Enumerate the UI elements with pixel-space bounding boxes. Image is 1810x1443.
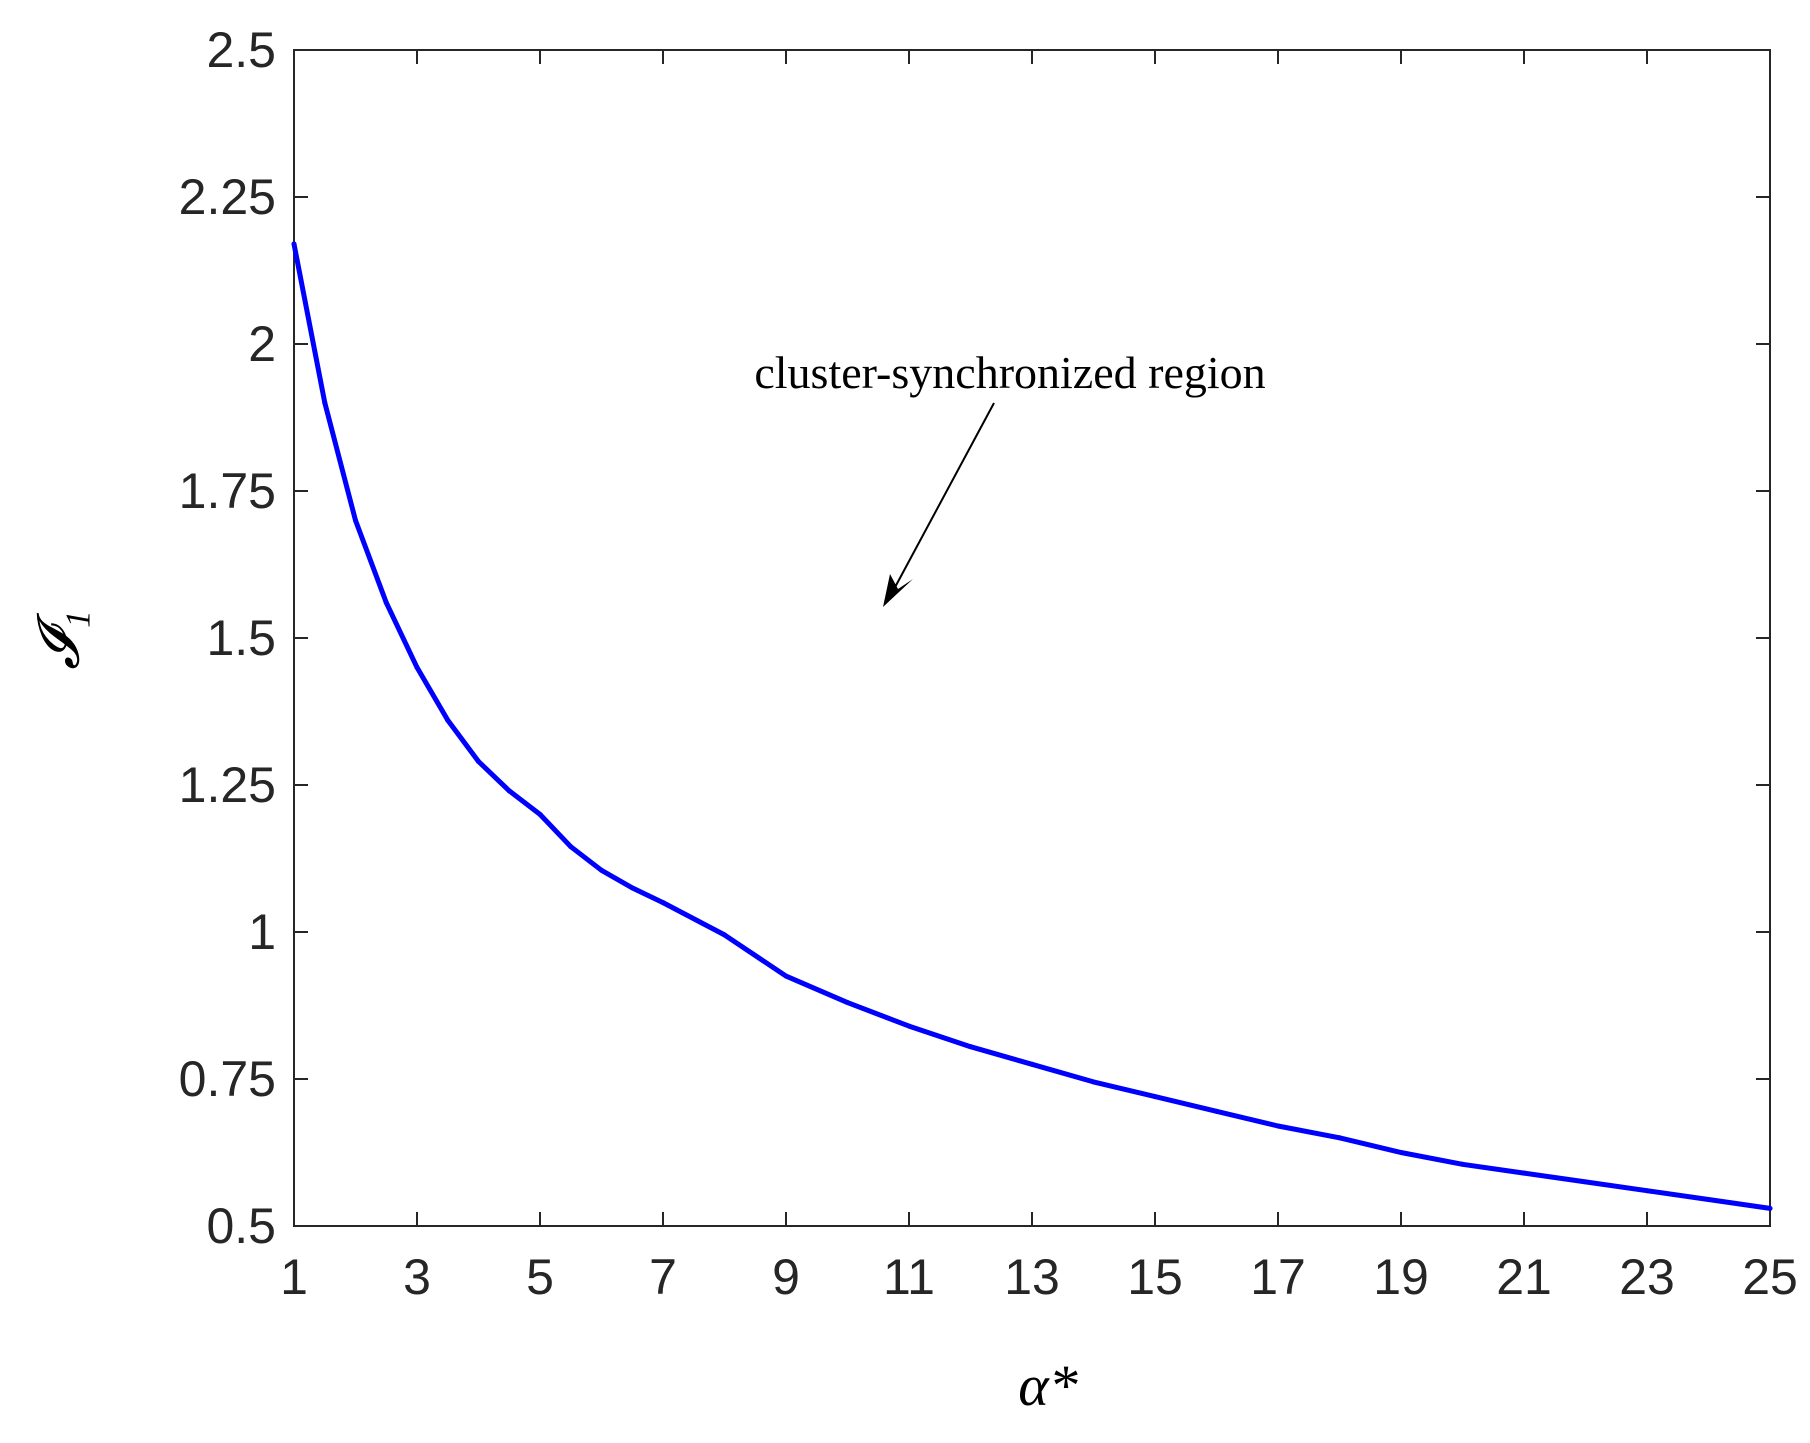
x-tick-label: 21 xyxy=(1496,1249,1552,1305)
series-point xyxy=(1398,1150,1404,1155)
x-axis: 1 3 5 7 9 11 13 15 17 19 21 23 25 xyxy=(280,50,1798,1305)
plot-area xyxy=(293,49,1771,1227)
x-tick-label: 7 xyxy=(649,1249,677,1305)
y-tick-label: 2 xyxy=(248,316,276,372)
annotation-arrow-head xyxy=(883,574,913,607)
annotation-arrow-shaft xyxy=(892,402,995,592)
series-point xyxy=(629,885,635,891)
series-point xyxy=(722,932,727,938)
series-point xyxy=(383,600,389,606)
series-point xyxy=(1029,1061,1035,1067)
series-point xyxy=(660,900,666,906)
series-point xyxy=(291,241,297,247)
series-point xyxy=(568,844,574,850)
series-point xyxy=(1337,1135,1342,1141)
x-tick-label: 17 xyxy=(1250,1249,1306,1305)
annotation: cluster-synchronized region xyxy=(754,347,1266,607)
series-point xyxy=(599,867,604,873)
series-point xyxy=(537,811,543,817)
y-tick-label: 1.25 xyxy=(179,757,276,813)
y-tick-label: 1 xyxy=(248,904,276,960)
x-tick-label: 23 xyxy=(1619,1249,1675,1305)
series-point xyxy=(353,517,358,523)
series-point xyxy=(1706,1197,1711,1203)
y-tick-label: 1.75 xyxy=(179,463,276,519)
x-tick-label: 19 xyxy=(1373,1249,1429,1305)
y-axis: 0.5 0.75 1 1.25 1.5 1.75 2 2.25 2.5 xyxy=(179,22,1770,1254)
series-point xyxy=(845,1000,850,1006)
y-tick-label: 0.75 xyxy=(179,1051,276,1107)
x-tick-label: 11 xyxy=(883,1249,935,1305)
series-point xyxy=(414,664,420,670)
x-axis-label: α* xyxy=(1018,1353,1077,1418)
series-point xyxy=(1091,1079,1096,1085)
x-tick-label: 25 xyxy=(1742,1249,1798,1305)
series-point xyxy=(1767,1205,1773,1211)
x-tick-label: 13 xyxy=(1004,1249,1060,1305)
y-axis-label: 𝓘₁ xyxy=(26,610,91,669)
series-point xyxy=(906,1023,912,1029)
x-tick-label: 1 xyxy=(280,1249,308,1305)
x-tick-label: 15 xyxy=(1127,1249,1183,1305)
x-tick-label: 3 xyxy=(403,1249,431,1305)
series-point xyxy=(1214,1108,1219,1114)
annotation-text: cluster-synchronized region xyxy=(754,347,1265,398)
y-tick-label: 0.5 xyxy=(206,1198,276,1254)
series-point xyxy=(968,1044,973,1050)
series-point xyxy=(1583,1179,1588,1185)
y-tick-label: 2.5 xyxy=(206,22,276,78)
series-layer xyxy=(291,241,1773,1211)
series-point xyxy=(1460,1161,1465,1167)
series-point xyxy=(476,758,481,764)
series-point xyxy=(783,973,789,979)
series-point xyxy=(445,717,451,723)
series-point xyxy=(1644,1188,1650,1194)
series-point xyxy=(1152,1094,1158,1100)
series-point xyxy=(506,788,512,794)
series-point xyxy=(1275,1123,1281,1129)
y-tick-label: 1.5 xyxy=(206,610,276,666)
x-tick-label: 5 xyxy=(526,1249,554,1305)
y-tick-label: 2.25 xyxy=(179,169,276,225)
series-point xyxy=(1521,1170,1527,1176)
axes-box xyxy=(293,49,1771,1227)
x-tick-label: 9 xyxy=(772,1249,800,1305)
series-point xyxy=(322,400,328,406)
